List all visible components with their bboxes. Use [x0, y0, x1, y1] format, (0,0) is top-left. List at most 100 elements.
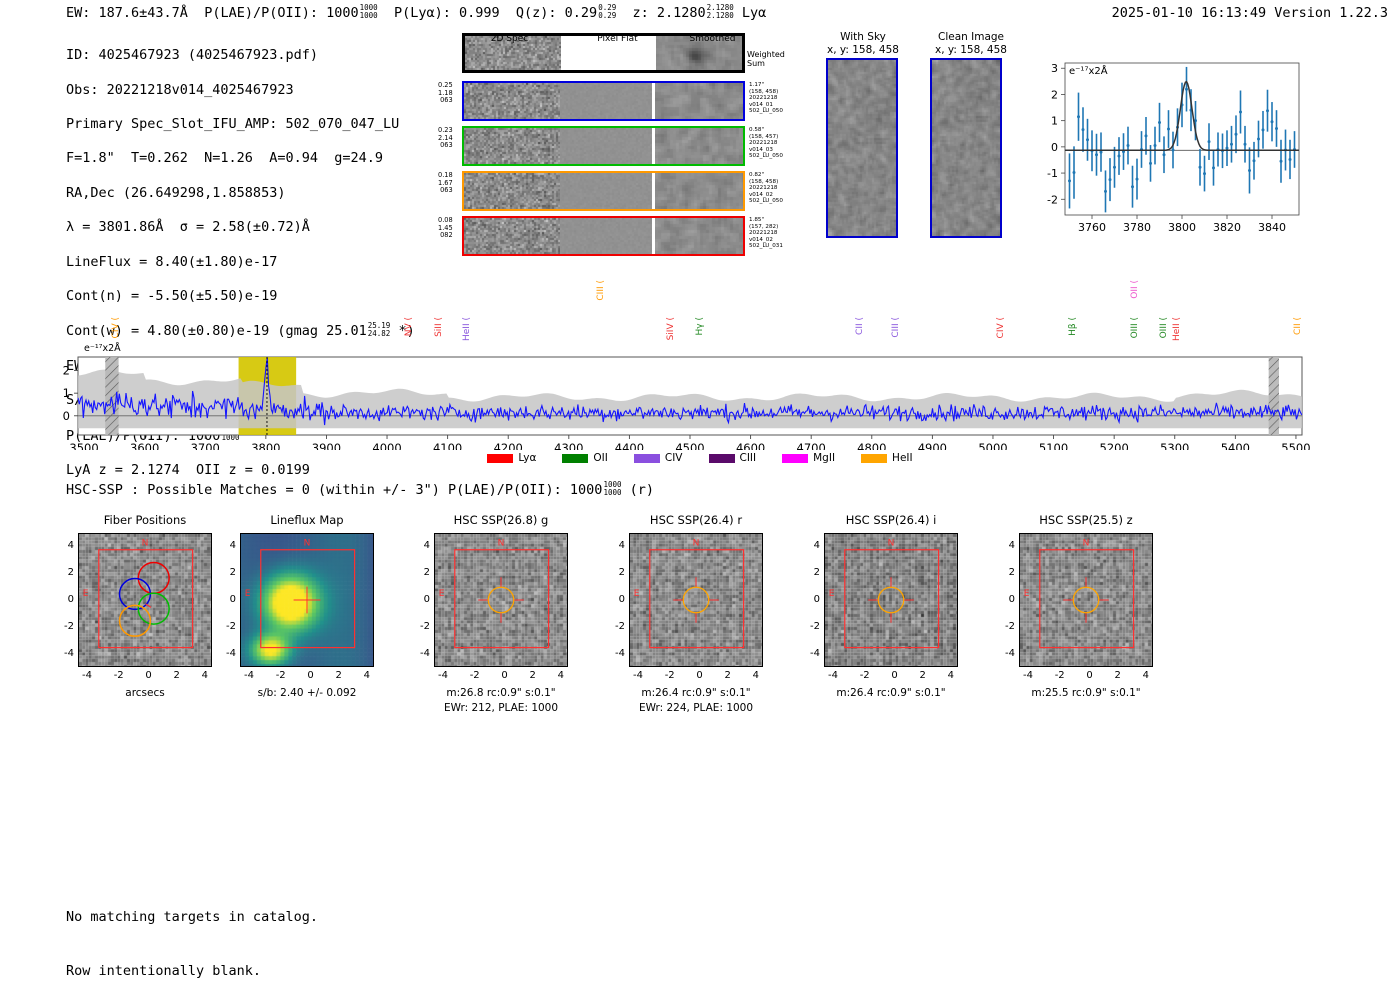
spec-row-3	[462, 171, 745, 211]
cutout-image-grayscale[interactable]	[434, 533, 568, 667]
cutout-overlay: NE	[1024, 539, 1135, 649]
legend-label: CIII	[739, 452, 757, 464]
svg-text:3600: 3600	[130, 441, 159, 450]
spec-smoothed-image	[655, 128, 743, 164]
cutout-xtick: 4	[557, 670, 564, 681]
cutout-title: HSC SSP(25.5) z	[1039, 513, 1133, 527]
legend-label: Lyα	[518, 452, 537, 464]
info-line-cont-n: Cont(n) = -5.50(±5.50)e-19	[66, 288, 278, 305]
cutout-xtick: -4	[828, 670, 838, 681]
svg-text:E: E	[1024, 589, 1030, 599]
cutout-ytick: 0	[618, 594, 625, 605]
cutout-xtick: 0	[891, 670, 898, 681]
cutout-xtick: 2	[919, 670, 926, 681]
spec-row-right-labels: 1.85" (157, 282) 20221218 v014_02 502_LU…	[749, 217, 783, 250]
spec-2dspec-image	[464, 128, 560, 164]
svg-text:0: 0	[63, 409, 70, 423]
hsc-plae-frac: 1000 1000	[603, 480, 622, 497]
cutout-image-grayscale-striped[interactable]	[824, 533, 958, 667]
spec-2dspec-image	[465, 36, 561, 70]
info-line-lineflux: LineFlux = 8.40(±1.80)e-17	[66, 253, 278, 270]
cutout-ytick: -4	[615, 647, 625, 659]
legend-item-oii: OII	[562, 452, 608, 464]
cutout-title: Lineflux Map	[270, 513, 344, 527]
svg-text:0: 0	[1051, 141, 1058, 154]
spec-separator	[653, 36, 656, 70]
svg-text:5100: 5100	[1039, 441, 1068, 450]
header-z-frac: 2.1280 2.1280	[706, 3, 734, 20]
cutout-ytick: 4	[813, 540, 820, 552]
cutout-panels-row: Fiber Positions N E 4 2 0 -2 -4 -4 -2 0 2 4 arcsecs Li…	[0, 505, 1400, 735]
spec-row-left-labels: 0.08 1.45 082	[438, 216, 453, 240]
cutout-ytick: -2	[615, 620, 625, 632]
svg-text:N: N	[142, 539, 149, 549]
masked-band	[1268, 357, 1279, 435]
svg-text:4500: 4500	[675, 441, 704, 450]
legend-swatch	[708, 453, 735, 463]
cutout-ytick: -2	[1005, 620, 1015, 632]
with-sky-image	[826, 58, 898, 238]
cutout-xtick: 4	[201, 670, 208, 681]
zoom-spectrum-svg: 3760 3780 3800 3820 3840 -2 -1 0 1 2 3 e⁻¹⁷x2Å	[1047, 62, 1300, 234]
cutout-ytick: 2	[67, 567, 74, 579]
cutout-title: Fiber Positions	[103, 513, 187, 527]
cutout-ytick: 0	[229, 594, 236, 605]
svg-text:N: N	[498, 539, 505, 549]
clean-image-coords: x, y: 158, 458	[935, 44, 1007, 56]
info-line-obs: Obs: 20221218v014_4025467923	[66, 81, 294, 98]
svg-text:4600: 4600	[736, 441, 765, 450]
cutout-ytick: 2	[618, 567, 625, 579]
header-qz-frac: 0.29 0.29	[598, 3, 617, 20]
svg-text:N: N	[1083, 539, 1090, 549]
cutout-ytick: 0	[423, 594, 430, 605]
cutout-xtick: 2	[335, 670, 342, 681]
cutout-caption: m:25.5 rc:0.9" s:0.1"	[1031, 687, 1141, 699]
svg-text:E: E	[634, 589, 640, 599]
info-line-params: F=1.8" T=0.262 N=1.26 A=0.94 g=24.9	[66, 150, 383, 167]
svg-text:5400: 5400	[1221, 441, 1250, 450]
cutout-xtick: 0	[1086, 670, 1093, 681]
cutout-xticks: -4 -2 0 2 4	[1023, 670, 1149, 681]
svg-text:E: E	[83, 589, 89, 599]
svg-text:4300: 4300	[554, 441, 583, 450]
cutout-image-grayscale[interactable]	[1019, 533, 1153, 667]
svg-text:3900: 3900	[312, 441, 341, 450]
emission-line-label: Hβ (	[1067, 317, 1078, 336]
emission-line-label: SiII (	[433, 317, 444, 337]
emission-line-label: CIV (	[995, 317, 1006, 339]
svg-text:N: N	[888, 539, 895, 549]
spec-row-right-labels: 1.17" (158, 458) 20221218 v014_01 502_LU…	[749, 82, 783, 115]
spec-row-4	[462, 216, 745, 256]
header-z: z: 2.1280	[632, 4, 706, 21]
svg-text:N: N	[304, 539, 311, 549]
cutout-caption-secondary: EWr: 224, PLAE: 1000	[638, 702, 754, 714]
svg-text:3820: 3820	[1213, 221, 1241, 234]
full-spectrum-chart: 3500 3600 3700 3800 3900 4000 4100 4200 4300 4400…	[0, 280, 1400, 450]
cutout-ytick: -4	[810, 647, 820, 659]
cutout-overlay: NE	[245, 539, 356, 649]
cutout-image-fibers[interactable]	[78, 533, 212, 667]
spec-row-right-labels: 0.58" (158, 457) 20221218 v014_03 502_LU…	[749, 127, 783, 160]
cutout-ytick: 0	[67, 594, 74, 605]
hsc-suffix: (r)	[629, 481, 655, 498]
full-spectrum-svg: 3500 3600 3700 3800 3900 4000 4100 4200 4300 4400…	[63, 342, 1311, 450]
svg-text:E: E	[439, 589, 445, 599]
svg-text:5000: 5000	[978, 441, 1007, 450]
cutout-image-grayscale[interactable]	[629, 533, 763, 667]
footer-line-1: No matching targets in catalog.	[66, 909, 318, 925]
svg-text:3780: 3780	[1123, 221, 1151, 234]
header-plae-frac: 1000 1000	[359, 3, 378, 20]
cutout-caption: s/b: 2.40 +/- 0.092	[257, 687, 357, 699]
cutout-xtick: 4	[752, 670, 759, 681]
cutout-overlay: NE	[634, 539, 745, 649]
cutout-title: HSC SSP(26.4) i	[845, 513, 937, 527]
cutout-xtick: -2	[275, 670, 286, 681]
cutout-xtick: 0	[696, 670, 703, 681]
spec-separator	[652, 83, 655, 119]
cutout-ytick: 0	[1008, 594, 1015, 605]
svg-text:5300: 5300	[1160, 441, 1189, 450]
svg-text:1: 1	[1051, 115, 1058, 128]
zoom-spectrum-units-label: e⁻¹⁷x2Å	[1069, 64, 1108, 77]
cutout-xtick: 2	[724, 670, 731, 681]
cutout-xtick: -4	[633, 670, 643, 681]
